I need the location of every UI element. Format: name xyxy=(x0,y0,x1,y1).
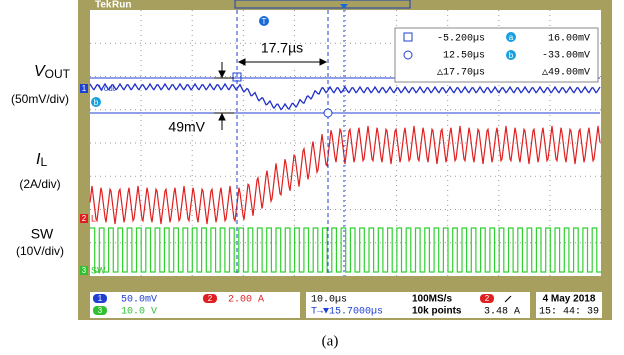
ch1-mark: 1 xyxy=(82,84,87,93)
ch2-mark: 2 xyxy=(82,214,87,223)
il-scale: (2A/div) xyxy=(19,177,60,191)
ch1-name: Vout xyxy=(99,84,116,93)
b-ch-mark: b xyxy=(94,98,99,107)
trig-level: 3.48 A xyxy=(484,307,520,318)
ch3-name: SW xyxy=(91,265,106,275)
sw-scale: (10V/div) xyxy=(16,244,64,258)
dv: △49.00mV xyxy=(542,68,590,79)
caption: (a) xyxy=(322,333,339,349)
sample-rate: 100MS/s xyxy=(412,294,452,305)
date: 4 May 2018 xyxy=(543,294,596,305)
v2: -33.00mV xyxy=(542,51,590,62)
trig-ch: 2 xyxy=(485,294,490,303)
s-ch1-scale: 50.0mV xyxy=(121,295,157,306)
trigger-pos: T→▼15.7000µs xyxy=(311,307,383,318)
s-ch2-scale: 2.00 A xyxy=(228,295,264,306)
a-mark: a xyxy=(509,33,514,42)
t1: -5.200µs xyxy=(437,34,485,45)
t2: 12.50µs xyxy=(443,51,485,62)
vout-label: VOUT xyxy=(34,63,71,81)
s-ch2: 2 xyxy=(208,294,213,303)
ch3-mark: 3 xyxy=(82,266,87,275)
sw-label: SW xyxy=(31,226,54,242)
voltage-delta: 49mV xyxy=(168,119,205,135)
time-delta: 17.7µs xyxy=(261,40,303,56)
il-label: IL xyxy=(36,151,47,169)
b-mark: b xyxy=(509,51,514,60)
ch2-name: L xyxy=(91,213,96,223)
s-ch1: 1 xyxy=(98,294,103,303)
v1: 16.00mV xyxy=(548,34,590,45)
dt: △17.70µs xyxy=(437,68,485,79)
cursor-circ xyxy=(324,109,332,117)
brand: Tek xyxy=(95,0,112,11)
s-ch3: 3 xyxy=(98,306,103,315)
page: Tek Run T 17.7µs 49mV -5.200µs 12.50µs △… xyxy=(0,0,624,355)
timebase: 10.0µs xyxy=(311,295,347,306)
s-ch3-scale: 10.0 V xyxy=(121,307,157,318)
vout-scale: (50mV/div) xyxy=(11,92,69,106)
trigger-mark: T xyxy=(262,17,267,26)
record: 10k points xyxy=(412,306,462,317)
run-state: Run xyxy=(112,0,131,11)
time: 15: 44: 39 xyxy=(539,307,599,318)
